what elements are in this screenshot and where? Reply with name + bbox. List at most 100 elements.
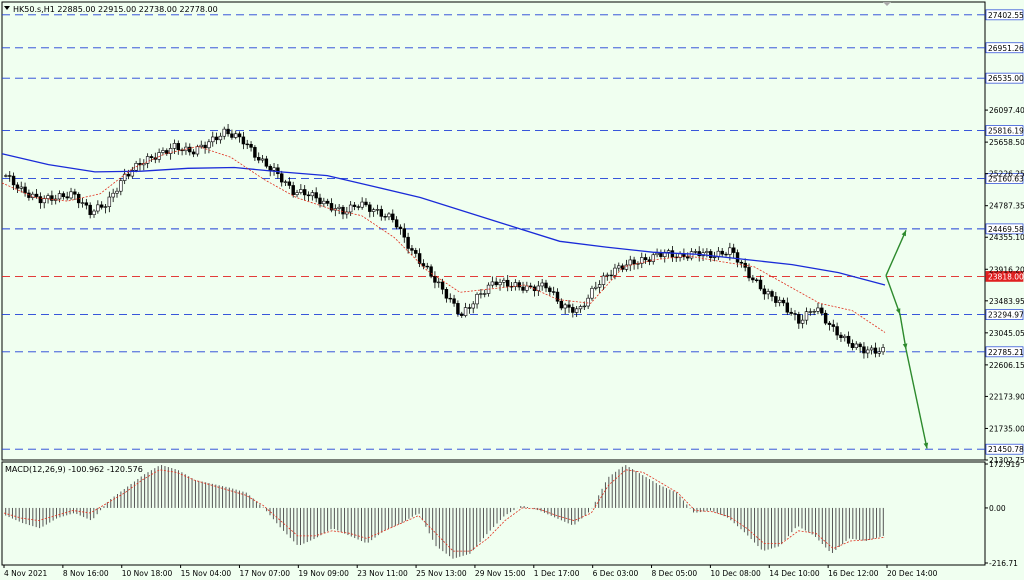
level-tag-label: 22785.21 xyxy=(988,348,1024,357)
candle-body xyxy=(279,173,284,183)
projection-arrow-line xyxy=(885,275,901,315)
price-tick-label: 21302.75 xyxy=(989,456,1024,465)
arrow-head-icon xyxy=(923,442,929,449)
candle-body xyxy=(99,204,104,208)
candle-body xyxy=(555,291,560,302)
candle-body xyxy=(145,156,150,164)
candle-body xyxy=(843,335,847,339)
price-tick-label: 23916.20 xyxy=(989,265,1024,274)
candle-body xyxy=(471,303,475,309)
level-tag xyxy=(985,346,1024,358)
moving-average-fast xyxy=(1,145,886,333)
candle-body xyxy=(643,257,648,261)
candle-body xyxy=(548,287,552,292)
price-tick-label: 23045.05 xyxy=(989,329,1024,338)
candle-body xyxy=(398,226,403,229)
candle-body xyxy=(839,334,843,339)
price-levels: 27402.55 26951.26 26535.00 25816.19 25160.63… xyxy=(2,9,1024,455)
candle-body xyxy=(609,274,613,277)
candle-body xyxy=(467,307,472,309)
candle-body xyxy=(659,252,663,257)
macd-tick-label: -216.71 xyxy=(989,559,1018,568)
candle-body xyxy=(96,204,100,212)
candle-body xyxy=(414,250,418,254)
candle-body xyxy=(172,143,177,149)
candle-body xyxy=(42,198,46,204)
candle-body xyxy=(310,192,315,197)
candle-body xyxy=(257,157,261,161)
level-tag xyxy=(985,173,1024,184)
candle-body xyxy=(831,324,836,327)
candle-body xyxy=(571,307,575,313)
candle-body xyxy=(586,297,590,307)
candle-body xyxy=(739,261,744,264)
candle-body xyxy=(218,135,223,141)
candle-body xyxy=(448,297,452,300)
time-tick-label: 1 Dec 17:00 xyxy=(534,569,580,578)
candle-body xyxy=(640,257,644,264)
candle-body xyxy=(444,289,449,299)
candle-body xyxy=(816,307,820,312)
candle-body xyxy=(559,300,564,309)
candle-body xyxy=(421,263,426,267)
candle-body xyxy=(57,193,62,200)
candle-body xyxy=(528,285,533,288)
candle-body xyxy=(207,141,211,149)
candle-body xyxy=(835,326,839,336)
candle-body xyxy=(483,293,487,295)
candle-body xyxy=(402,228,406,238)
candle-body xyxy=(613,267,617,276)
macd-axis: 172.919 0.00 -216.71 xyxy=(985,460,1020,568)
candle-body xyxy=(590,288,594,299)
candle-body xyxy=(237,133,242,138)
candle-body xyxy=(234,133,238,138)
candle-body xyxy=(383,216,387,218)
price-candles xyxy=(4,123,885,359)
macd-histogram xyxy=(5,465,884,559)
price-tick-label: 25226.25 xyxy=(989,170,1024,179)
candle-body xyxy=(728,247,732,255)
candle-body xyxy=(299,189,303,193)
candle-body xyxy=(23,186,27,194)
candle-body xyxy=(800,319,805,324)
time-tick-label: 4 Nov 2021 xyxy=(4,569,47,578)
candle-body xyxy=(364,201,368,206)
arrow-head-icon xyxy=(901,230,906,237)
candle-body xyxy=(122,173,127,181)
candle-body xyxy=(260,158,265,161)
projection-arrow-line xyxy=(899,314,907,350)
candle-body xyxy=(686,256,690,259)
candle-body xyxy=(812,311,816,313)
candle-body xyxy=(858,343,862,348)
symbol-menu-icon[interactable] xyxy=(4,6,10,10)
candle-body xyxy=(689,251,694,259)
candle-body xyxy=(758,279,763,290)
candle-body xyxy=(119,180,123,192)
level-tag xyxy=(985,223,1024,235)
candle-body xyxy=(862,346,866,354)
scroll-marker-icon[interactable] xyxy=(883,2,891,6)
macd-signal-line xyxy=(3,469,886,552)
candle-body xyxy=(793,313,797,315)
candle-body xyxy=(628,259,632,266)
level-tag-label: 24469.58 xyxy=(988,225,1024,234)
candle-body xyxy=(287,181,292,186)
level-tag-label: 23294.97 xyxy=(988,311,1024,320)
symbol-header: HK50.s,H1 22885.00 22915.00 22738.00 227… xyxy=(13,5,218,14)
candle-body xyxy=(770,291,774,297)
candle-body xyxy=(517,282,521,288)
candle-body xyxy=(797,314,801,324)
candle-body xyxy=(306,194,311,197)
candle-body xyxy=(4,175,8,177)
candle-body xyxy=(820,307,824,314)
candle-body xyxy=(850,343,855,348)
level-tag xyxy=(985,9,1024,21)
candle-body xyxy=(525,285,529,291)
candle-body xyxy=(437,281,441,284)
candle-body xyxy=(50,195,54,201)
level-tag-label: 25160.63 xyxy=(988,174,1024,183)
candle-body xyxy=(11,175,16,186)
candle-body xyxy=(203,144,207,149)
